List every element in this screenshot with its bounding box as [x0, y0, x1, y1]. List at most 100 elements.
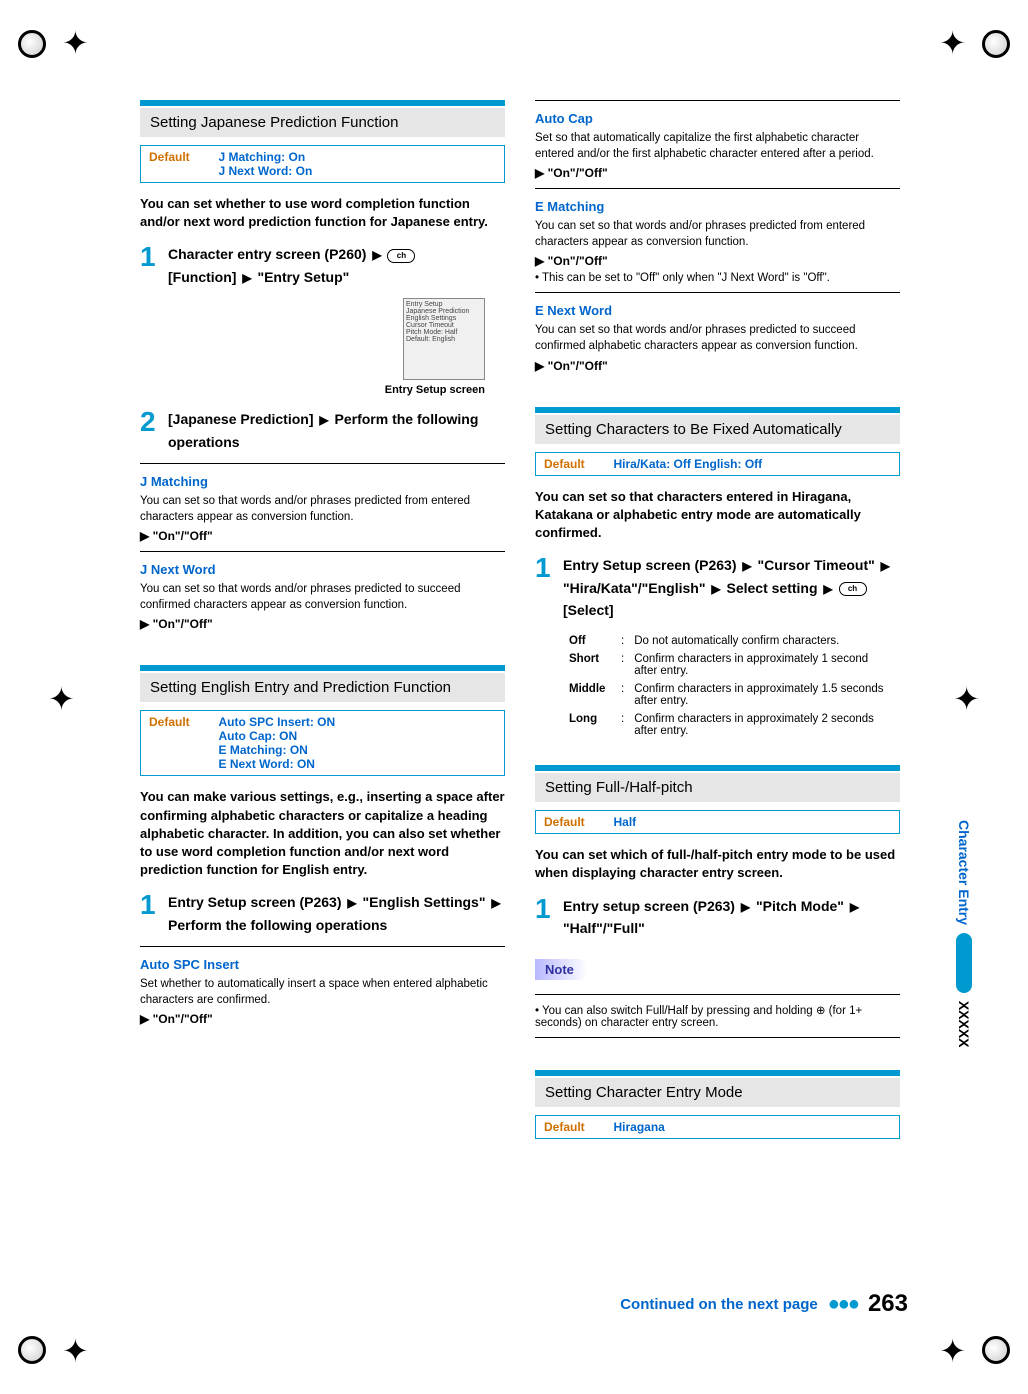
divider	[535, 292, 900, 293]
step-text-part: Entry Setup screen (P263)	[563, 557, 737, 573]
intro-text: You can set whether to use word completi…	[140, 195, 505, 231]
reg-mark-bl	[18, 1336, 46, 1364]
note-text: • You can also switch Full/Half by press…	[535, 1003, 900, 1029]
step-text-part: Character entry screen (P260)	[168, 246, 366, 262]
step-text-part: Perform the following operations	[168, 917, 387, 933]
key-icon: ch	[839, 582, 867, 596]
step-text-part: [Function]	[168, 269, 236, 285]
crosshair-bl: ✦	[62, 1332, 89, 1370]
colon: :	[617, 681, 628, 709]
section-title-english-entry: Setting English Entry and Prediction Fun…	[140, 673, 505, 702]
subsection-text: You can set so that words and/or phrases…	[140, 493, 505, 525]
step-1: 1 Entry Setup screen (P263) ▶ "English S…	[140, 891, 505, 936]
option-line: ▶ "On"/"Off"	[535, 254, 900, 268]
option-row: Off:Do not automatically confirm charact…	[565, 633, 898, 649]
page-number: 263	[868, 1290, 908, 1318]
option-line: ▶ "On"/"Off"	[535, 359, 900, 373]
step-text-part: "Half"/"Full"	[563, 920, 645, 936]
option-line: ▶ "On"/"Off"	[535, 166, 900, 180]
default-label: Default	[141, 711, 211, 776]
default-table: Default Half	[535, 810, 900, 834]
divider	[140, 551, 505, 552]
step-text: Character entry screen (P260) ▶ ch [Func…	[168, 243, 505, 288]
step-1: 1 Entry setup screen (P263) ▶ "Pitch Mod…	[535, 895, 900, 940]
default-value: Half	[606, 811, 900, 834]
reg-mark-tr	[982, 30, 1010, 58]
option-line: ▶ "On"/"Off"	[140, 1012, 505, 1026]
arrow-icon: ▶	[242, 271, 251, 285]
default-table: Default Auto SPC Insert: ON Auto Cap: ON…	[140, 710, 505, 776]
arrow-icon: ▶	[347, 896, 356, 910]
right-column: Auto Cap Set so that automatically capit…	[535, 100, 900, 1151]
step-number: 1	[140, 891, 160, 936]
left-column: Setting Japanese Prediction Function Def…	[140, 100, 505, 1151]
step-number: 1	[535, 895, 555, 940]
step-number: 1	[140, 243, 160, 288]
subsection-e-next-word: E Next Word	[535, 303, 900, 318]
option-row: Short:Confirm characters in approximatel…	[565, 651, 898, 679]
intro-text: You can set so that characters entered i…	[535, 488, 900, 543]
reg-mark-tl	[18, 30, 46, 58]
default-value: J Matching: On J Next Word: On	[211, 146, 505, 183]
section-bar	[140, 100, 505, 106]
default-value: Hira/Kata: Off English: Off	[606, 452, 900, 475]
default-label: Default	[536, 811, 606, 834]
default-value: Hiragana	[606, 1116, 900, 1139]
subsection-text: Set so that automatically capitalize the…	[535, 130, 900, 162]
screen-preview: Entry Setup Japanese Prediction English …	[403, 298, 485, 380]
option-desc: Confirm characters in approximately 1.5 …	[630, 681, 898, 709]
option-values: "On"/"Off"	[548, 359, 608, 373]
side-x: XXXXX	[956, 1001, 972, 1048]
crosshair-tr: ✦	[939, 24, 966, 62]
section-bar	[535, 407, 900, 413]
divider	[535, 1037, 900, 1038]
subsection-j-next-word: J Next Word	[140, 562, 505, 577]
option-name: Off	[565, 633, 615, 649]
section-bar	[140, 665, 505, 671]
page-content: Setting Japanese Prediction Function Def…	[140, 100, 900, 1151]
option-row: Middle:Confirm characters in approximate…	[565, 681, 898, 709]
default-table: Default J Matching: On J Next Word: On	[140, 145, 505, 183]
arrow-icon: ▶	[711, 582, 720, 596]
arrow-icon: ▶	[491, 896, 500, 910]
step-text-part: Select setting	[726, 580, 817, 596]
option-line: ▶ "On"/"Off"	[140, 617, 505, 631]
crosshair-tl: ✦	[62, 24, 89, 62]
dots-icon: ●●●	[828, 1293, 858, 1316]
default-value: Auto SPC Insert: ON Auto Cap: ON E Match…	[211, 711, 505, 776]
arrow-icon: ▶	[742, 559, 751, 573]
option-values: "On"/"Off"	[153, 529, 213, 543]
subsection-text: You can set so that words and/or phrases…	[140, 581, 505, 613]
option-desc: Do not automatically confirm characters.	[630, 633, 898, 649]
step-text: [Japanese Prediction] ▶ Perform the foll…	[168, 408, 505, 453]
crosshair-mr: ✦	[953, 680, 980, 718]
colon: :	[617, 651, 628, 679]
intro-text: You can set which of full-/half-pitch en…	[535, 846, 900, 882]
option-line: ▶ "On"/"Off"	[140, 529, 505, 543]
arrow-icon: ▶	[372, 248, 381, 262]
step-text-part: "English Settings"	[363, 894, 486, 910]
option-name: Long	[565, 711, 615, 739]
option-values: "On"/"Off"	[153, 1012, 213, 1026]
section-title-fixed-auto: Setting Characters to Be Fixed Automatic…	[535, 415, 900, 444]
step-number: 1	[535, 554, 555, 621]
step-text-part: "Cursor Timeout"	[758, 557, 875, 573]
step-1: 1 Entry Setup screen (P263) ▶ "Cursor Ti…	[535, 554, 900, 621]
section-bar	[535, 765, 900, 771]
step-text-part: Entry setup screen (P263)	[563, 898, 735, 914]
section-title-jp-prediction: Setting Japanese Prediction Function	[140, 108, 505, 137]
arrow-icon: ▶	[850, 900, 859, 914]
step-text-part: "Hira/Kata"/"English"	[563, 580, 705, 596]
step-text: Entry Setup screen (P263) ▶ "Cursor Time…	[563, 554, 900, 621]
option-values: "On"/"Off"	[548, 254, 608, 268]
divider	[140, 463, 505, 464]
subsection-text: Set whether to automatically insert a sp…	[140, 976, 505, 1008]
divider	[140, 946, 505, 947]
section-bar	[535, 1070, 900, 1076]
default-label: Default	[141, 146, 211, 183]
step-number: 2	[140, 408, 160, 453]
intro-text: You can make various settings, e.g., ins…	[140, 788, 505, 879]
subsection-text: You can set so that words and/or phrases…	[535, 322, 900, 354]
step-1: 1 Character entry screen (P260) ▶ ch [Fu…	[140, 243, 505, 288]
step-text-part: "Entry Setup"	[257, 269, 349, 285]
